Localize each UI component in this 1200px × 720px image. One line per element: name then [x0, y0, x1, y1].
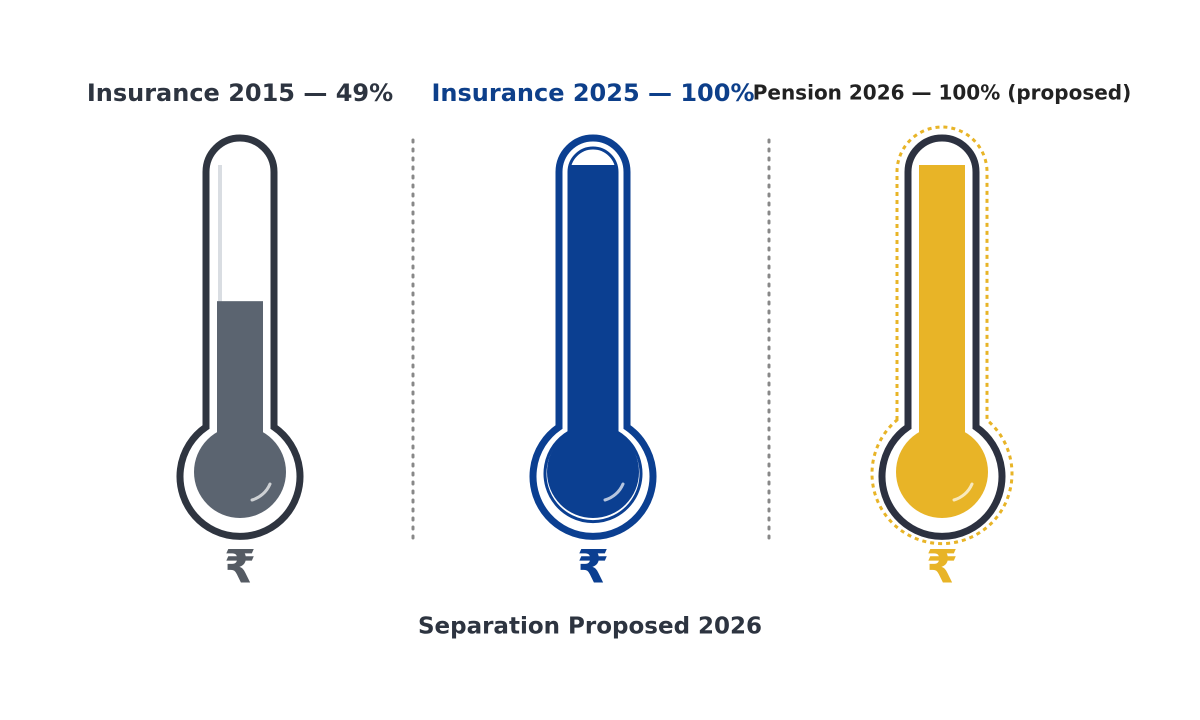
- column-title: Insurance 2015 — 49%: [87, 79, 393, 107]
- column-title: Insurance 2025 — 100%: [431, 79, 754, 107]
- proposed-outline: [870, 125, 1014, 546]
- column-title: Pension 2026 — 100% (proposed): [753, 81, 1132, 105]
- currency-symbol: ₹: [577, 540, 609, 594]
- fill-level: [217, 301, 263, 455]
- currency-symbol: ₹: [926, 540, 958, 594]
- caption: Separation Proposed 2026: [418, 614, 762, 640]
- bulb-shine: [603, 482, 625, 502]
- bulb-shine: [952, 482, 974, 502]
- fill-level: [570, 165, 616, 455]
- currency-symbol: ₹: [224, 540, 256, 594]
- thermometer-inner: [543, 146, 643, 524]
- fill-level: [919, 165, 965, 455]
- bulb-shine: [250, 482, 272, 502]
